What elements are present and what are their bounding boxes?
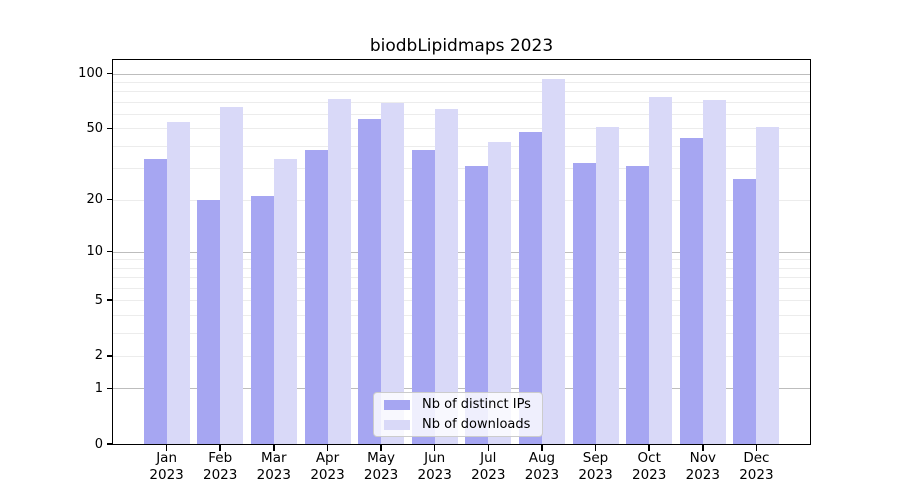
chart-title: biodbLipidmaps 2023 bbox=[369, 36, 554, 56]
bar-downloads-apr bbox=[327, 98, 351, 444]
bar-downloads-jun bbox=[434, 108, 458, 444]
gridline-minor bbox=[113, 199, 810, 201]
x-tick-label-nov: Nov 2023 bbox=[685, 450, 720, 483]
legend-swatch-distinct-ips-icon bbox=[384, 399, 410, 410]
legend-item-distinct-ips: Nb of distinct IPs bbox=[384, 397, 532, 412]
bar-distinct-ips-jun bbox=[411, 149, 435, 444]
y-tick-label: 5 bbox=[94, 292, 103, 308]
bar-downloads-dec bbox=[756, 126, 780, 444]
x-tick-label-mar: Mar 2023 bbox=[256, 450, 291, 483]
y-tick bbox=[106, 198, 113, 201]
x-tick-label-oct: Oct 2023 bbox=[632, 450, 667, 483]
x-tick bbox=[648, 445, 650, 451]
y-tick-label: 20 bbox=[86, 192, 103, 208]
x-tick-label-feb: Feb 2023 bbox=[203, 450, 238, 483]
legend-label-downloads: Nb of downloads bbox=[422, 417, 531, 432]
gridline-minor bbox=[113, 267, 810, 269]
bar-downloads-sep bbox=[595, 126, 619, 444]
y-tick bbox=[106, 127, 113, 130]
x-tick bbox=[433, 445, 436, 451]
y-tick-label: 10 bbox=[86, 244, 103, 259]
plot-area bbox=[113, 60, 810, 444]
legend-label-distinct-ips: Nb of distinct IPs bbox=[422, 397, 531, 412]
y-tick bbox=[106, 299, 113, 301]
gridline-minor bbox=[113, 145, 810, 147]
gridline-minor bbox=[113, 101, 810, 103]
x-tick-label-dec: Dec 2023 bbox=[739, 450, 774, 483]
bar-distinct-ips-mar bbox=[250, 195, 274, 444]
bar-distinct-ips-aug bbox=[518, 131, 542, 444]
y-tick-label: 0 bbox=[94, 436, 103, 452]
x-tick-label-jan: Jan 2023 bbox=[149, 450, 184, 483]
x-tick bbox=[702, 445, 704, 451]
bar-distinct-ips-may bbox=[358, 119, 382, 444]
x-tick-label-aug: Aug 2023 bbox=[524, 450, 560, 483]
y-tick bbox=[106, 250, 113, 253]
bar-distinct-ips-dec bbox=[733, 179, 757, 444]
bar-distinct-ips-feb bbox=[197, 199, 221, 444]
bar-downloads-nov bbox=[702, 99, 726, 444]
y-tick-label: 100 bbox=[78, 66, 103, 81]
x-tick bbox=[273, 445, 275, 451]
y-tick-label: 1 bbox=[94, 380, 103, 396]
bar-downloads-mar bbox=[273, 158, 297, 444]
bar-downloads-may bbox=[381, 102, 405, 444]
y-tick bbox=[106, 72, 113, 75]
gridline-minor bbox=[113, 332, 810, 334]
bar-downloads-jul bbox=[488, 142, 512, 444]
x-tick-label-jun: Jun 2023 bbox=[417, 450, 452, 483]
gridline-minor bbox=[113, 168, 810, 170]
y-tick-label: 50 bbox=[86, 120, 103, 136]
x-tick bbox=[326, 445, 329, 451]
gridline-minor bbox=[113, 91, 810, 93]
gridline-minor bbox=[113, 355, 810, 357]
bar-distinct-ips-apr bbox=[304, 149, 328, 444]
legend: Nb of distinct IPs Nb of downloads bbox=[373, 392, 543, 437]
gridline-minor bbox=[113, 300, 810, 302]
x-tick-label-apr: Apr 2023 bbox=[310, 450, 345, 483]
gridline-minor bbox=[113, 114, 810, 115]
x-tick bbox=[755, 445, 758, 451]
gridline-minor bbox=[113, 287, 810, 289]
gridline-major bbox=[113, 388, 810, 390]
x-tick-label-jul: Jul 2023 bbox=[471, 450, 506, 483]
bar-distinct-ips-nov bbox=[679, 138, 703, 444]
gridline-major bbox=[113, 251, 810, 253]
x-tick-label-may: May 2023 bbox=[363, 450, 399, 483]
y-tick-label: 2 bbox=[94, 348, 103, 364]
y-tick bbox=[106, 443, 113, 445]
gridline-minor bbox=[113, 128, 810, 130]
x-tick bbox=[594, 445, 597, 451]
bar-distinct-ips-oct bbox=[626, 165, 650, 444]
x-tick bbox=[165, 445, 168, 451]
bar-downloads-aug bbox=[541, 79, 565, 444]
y-tick bbox=[106, 355, 113, 357]
x-tick-label-sep: Sep 2023 bbox=[578, 450, 613, 483]
bar-downloads-jan bbox=[166, 122, 190, 444]
bar-distinct-ips-jan bbox=[143, 158, 167, 444]
legend-swatch-downloads-icon bbox=[384, 419, 410, 430]
bar-downloads-feb bbox=[220, 106, 244, 444]
x-tick bbox=[487, 445, 490, 451]
gridline-minor bbox=[113, 314, 810, 316]
gridline-minor bbox=[113, 81, 810, 83]
bar-distinct-ips-sep bbox=[572, 163, 596, 444]
gridline-major bbox=[113, 73, 810, 75]
gridline-minor bbox=[113, 277, 810, 279]
y-tick bbox=[106, 387, 113, 390]
bar-distinct-ips-jul bbox=[465, 165, 489, 444]
bar-downloads-oct bbox=[649, 97, 673, 444]
x-tick bbox=[219, 445, 221, 451]
x-tick bbox=[541, 445, 543, 451]
gridline-minor bbox=[113, 259, 810, 261]
x-tick bbox=[380, 445, 382, 451]
legend-item-downloads: Nb of downloads bbox=[384, 417, 532, 432]
